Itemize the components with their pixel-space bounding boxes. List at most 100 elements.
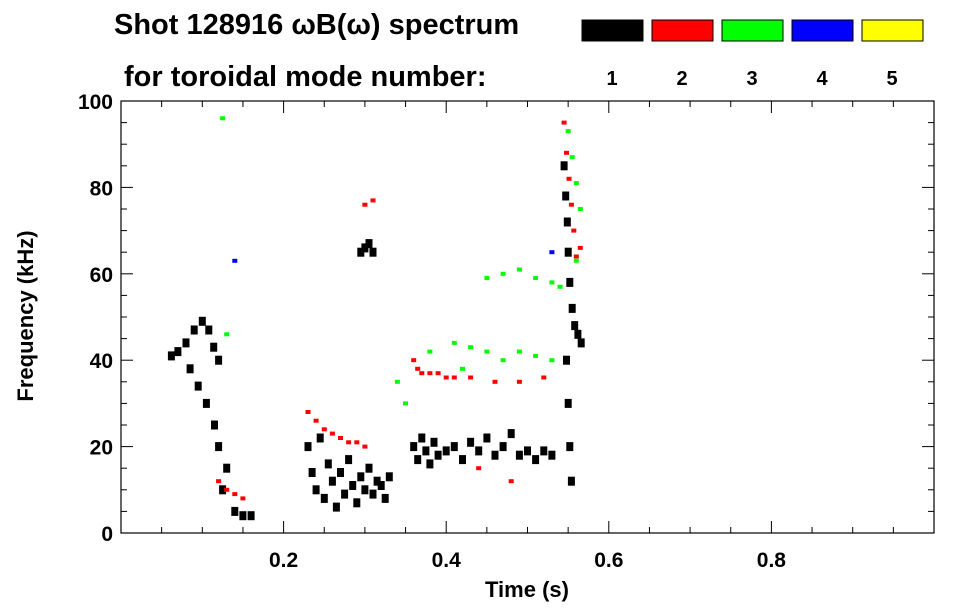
spectrum-point-mode-3 bbox=[549, 358, 555, 363]
spectrum-point-mode-1 bbox=[361, 485, 369, 495]
spectrum-point-mode-1 bbox=[422, 446, 430, 456]
spectrum-point-mode-1 bbox=[247, 511, 255, 521]
spectrum-point-mode-1 bbox=[540, 446, 548, 456]
spectrum-point-mode-1 bbox=[205, 325, 213, 335]
x-axis-label: Time (s) bbox=[485, 577, 569, 602]
y-tick-label: 100 bbox=[78, 91, 113, 114]
spectrum-point-mode-1 bbox=[211, 420, 218, 430]
spectrum-point-mode-1 bbox=[491, 450, 499, 460]
spectrum-point-mode-1 bbox=[548, 450, 556, 460]
spectrum-point-mode-3 bbox=[451, 340, 457, 345]
spectrum-point-mode-2 bbox=[492, 379, 498, 384]
x-tick-label: 0.2 bbox=[269, 549, 298, 572]
spectrum-point-mode-1 bbox=[564, 398, 572, 408]
spectrum-point-mode-3 bbox=[500, 358, 506, 363]
spectrum-point-mode-2 bbox=[370, 198, 376, 203]
spectrum-point-mode-3 bbox=[565, 129, 571, 134]
spectrum-point-mode-1 bbox=[304, 442, 312, 452]
chart-title-line1: Shot 128916 ωB(ω) spectrum bbox=[114, 9, 519, 41]
spectrum-point-mode-3 bbox=[468, 345, 474, 350]
legend-label-1: 1 bbox=[606, 68, 617, 90]
spectrum-point-mode-1 bbox=[568, 303, 576, 313]
spectrum-point-mode-2 bbox=[321, 427, 327, 432]
spectrum-point-mode-3 bbox=[533, 276, 539, 281]
spectrum-point-mode-1 bbox=[442, 446, 450, 456]
spectrum-point-mode-2 bbox=[216, 479, 222, 484]
legend-swatch-2 bbox=[651, 19, 714, 42]
spectrum-point-mode-3 bbox=[516, 349, 522, 354]
spectrum-point-mode-2 bbox=[443, 375, 449, 380]
y-tick-label: 60 bbox=[90, 264, 113, 287]
spectrum-point-mode-1 bbox=[377, 481, 385, 490]
spectrum-point-mode-1 bbox=[459, 455, 466, 465]
spectrum-point-mode-3 bbox=[573, 181, 579, 186]
y-tick-label: 40 bbox=[90, 350, 113, 373]
spectrum-point-mode-1 bbox=[223, 463, 231, 473]
spectrum-point-mode-2 bbox=[435, 371, 441, 376]
spectrum-point-mode-1 bbox=[324, 459, 332, 469]
spectrum-point-mode-1 bbox=[567, 476, 575, 486]
spectrum-point-mode-3 bbox=[577, 207, 583, 211]
spectrum-point-mode-1 bbox=[562, 191, 570, 201]
spectrum-point-mode-2 bbox=[362, 202, 368, 207]
spectrum-point-mode-1 bbox=[418, 433, 426, 443]
spectrum-point-mode-1 bbox=[332, 502, 340, 512]
spectrum-point-mode-2 bbox=[240, 496, 246, 501]
spectrum-point-mode-1 bbox=[450, 442, 458, 452]
spectrum-point-mode-2 bbox=[566, 176, 572, 181]
spectrum-point-mode-1 bbox=[577, 338, 585, 348]
spectrum-point-mode-3 bbox=[484, 276, 490, 281]
spectrum-point-mode-3 bbox=[500, 271, 506, 276]
spectrum-point-mode-2 bbox=[362, 444, 368, 449]
spectrum-point-mode-1 bbox=[475, 446, 483, 456]
chart-title-line2: for toroidal mode number: bbox=[124, 61, 487, 93]
spectrum-marks bbox=[167, 116, 585, 521]
spectrum-point-mode-1 bbox=[308, 468, 316, 477]
spectrum-point-mode-1 bbox=[239, 511, 247, 521]
spectrum-point-mode-2 bbox=[232, 492, 238, 497]
spectrum-point-mode-2 bbox=[561, 120, 567, 125]
x-tick-label: 0.4 bbox=[432, 549, 462, 572]
spectrum-point-mode-2 bbox=[568, 202, 574, 207]
spectrum-point-mode-3 bbox=[533, 353, 539, 358]
spectrum-point-mode-1 bbox=[349, 481, 357, 490]
spectrum-point-mode-2 bbox=[224, 487, 230, 492]
spectrum-point-mode-1 bbox=[566, 442, 574, 452]
spectrum-point-mode-1 bbox=[316, 433, 324, 443]
spectrum-point-mode-1 bbox=[215, 355, 223, 365]
spectrum-point-mode-4 bbox=[232, 258, 238, 263]
spectrum-point-mode-1 bbox=[467, 437, 475, 447]
spectrum-point-mode-1 bbox=[499, 442, 507, 452]
spectrum-point-mode-1 bbox=[174, 347, 182, 357]
spectrum-point-mode-2 bbox=[564, 150, 569, 155]
spectrum-point-mode-1 bbox=[426, 459, 434, 469]
y-tick-label: 20 bbox=[90, 437, 113, 460]
plot-area: 0 20 40 60 80 100 0.2 0.4 0.6 0.8 bbox=[78, 91, 935, 572]
plot-frame bbox=[120, 100, 935, 534]
spectrum-point-mode-1 bbox=[312, 485, 320, 495]
spectrum-point-mode-2 bbox=[338, 436, 343, 440]
spectrum-point-mode-4 bbox=[549, 250, 555, 255]
spectrum-point-mode-1 bbox=[410, 442, 418, 452]
legend-label-2: 2 bbox=[676, 68, 687, 90]
spectrum-point-mode-1 bbox=[564, 247, 572, 257]
spectrum-point-mode-1 bbox=[353, 498, 361, 508]
spectrum-point-mode-2 bbox=[415, 366, 421, 371]
spectrum-point-mode-1 bbox=[571, 321, 579, 331]
spectrum-point-mode-1 bbox=[337, 468, 344, 477]
spectrum-point-mode-1 bbox=[194, 381, 202, 391]
spectrum-point-mode-3 bbox=[427, 349, 433, 354]
spectrum-point-mode-1 bbox=[532, 455, 540, 465]
spectrum-point-mode-2 bbox=[354, 440, 360, 445]
spectrum-point-mode-3 bbox=[394, 379, 400, 384]
spectrum-point-mode-1 bbox=[373, 476, 381, 486]
spectrum-point-mode-1 bbox=[182, 338, 190, 348]
legend: 1 2 3 4 5 bbox=[581, 19, 924, 90]
legend-label-5: 5 bbox=[886, 68, 897, 90]
spectrum-point-mode-2 bbox=[516, 379, 522, 384]
spectrum-point-mode-3 bbox=[403, 401, 408, 406]
spectrum-point-mode-3 bbox=[224, 332, 230, 337]
legend-swatch-1 bbox=[581, 19, 644, 42]
spectrum-point-mode-3 bbox=[549, 280, 555, 285]
